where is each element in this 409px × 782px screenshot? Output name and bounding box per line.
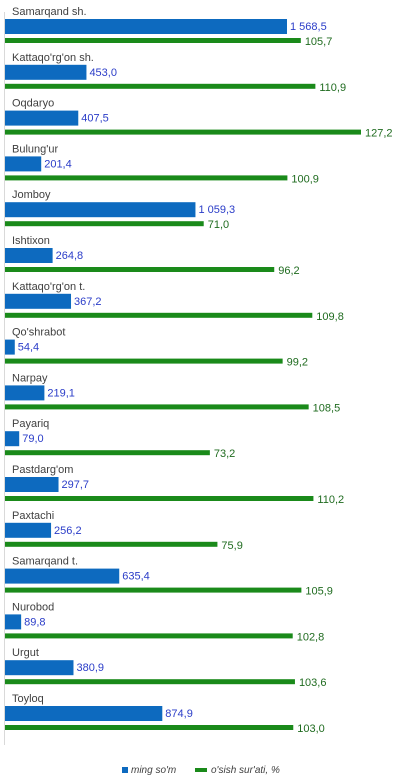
data-label-osish-surati: 105,9 — [305, 586, 333, 598]
bar-ming-som — [5, 339, 15, 355]
data-label-osish-surati: 102,8 — [297, 631, 325, 643]
category-label: Qo'shrabot — [12, 327, 65, 339]
bar-ming-som — [5, 614, 22, 630]
data-label-osish-surati: 103,6 — [299, 677, 327, 689]
legend-swatch-series-1 — [122, 767, 128, 773]
bar-osish-surati — [5, 358, 283, 364]
data-label-ming-som: 89,8 — [24, 616, 45, 628]
data-label-ming-som: 367,2 — [74, 296, 102, 308]
bar-ming-som — [5, 660, 74, 676]
data-label-ming-som: 79,0 — [22, 433, 43, 445]
bar-osish-surati — [5, 541, 218, 547]
bar-osish-surati — [5, 175, 288, 181]
data-label-osish-surati: 99,2 — [287, 357, 308, 369]
bar-ming-som — [5, 293, 72, 309]
data-label-osish-surati: 127,2 — [365, 128, 393, 140]
data-label-ming-som: 256,2 — [54, 525, 82, 537]
bar-ming-som — [5, 19, 287, 34]
bar-osish-surati — [5, 496, 314, 501]
data-label-ming-som: 380,9 — [76, 662, 104, 674]
bars-layer: Samarqand sh. 1 568,5 105,7 Kattaqo'rg'on s… — [5, 6, 393, 735]
category-label: Kattaqo'rg'on sh. — [12, 52, 94, 64]
bar-osish-surati — [5, 679, 295, 685]
data-label-osish-surati: 103,0 — [297, 723, 325, 735]
data-label-ming-som: 407,5 — [81, 113, 109, 125]
data-label-osish-surati: 75,9 — [221, 540, 242, 552]
category-label: Urgut — [12, 647, 39, 659]
bar-osish-surati — [5, 725, 294, 730]
bar-osish-surati — [5, 83, 316, 89]
data-label-ming-som: 219,1 — [47, 387, 75, 399]
bar-ming-som — [5, 156, 42, 172]
bar-ming-som — [5, 522, 52, 538]
data-label-osish-surati: 73,2 — [214, 448, 235, 460]
data-label-ming-som: 453,0 — [89, 67, 117, 79]
data-label-ming-som: 264,8 — [56, 250, 84, 262]
bar-osish-surati — [5, 312, 313, 318]
category-label: Payariq — [12, 418, 49, 430]
legend-label-series-2: o'sish sur'ati, % — [211, 765, 280, 776]
category-label: Oqdaryo — [12, 98, 54, 110]
data-label-osish-surati: 109,8 — [316, 311, 344, 323]
category-label: Toyloq — [12, 693, 44, 705]
data-label-osish-surati: 96,2 — [278, 265, 299, 277]
bar-ming-som — [5, 431, 20, 447]
category-label: Kattaqo'rg'on t. — [12, 281, 85, 293]
bar-osish-surati — [5, 38, 301, 43]
bar-osish-surati — [5, 267, 275, 272]
bar-osish-surati — [5, 587, 302, 593]
bar-osish-surati — [5, 221, 204, 227]
data-label-ming-som: 635,4 — [122, 571, 150, 583]
bar-ming-som — [5, 64, 87, 80]
category-label: Ishtixon — [12, 235, 50, 247]
category-label: Samarqand sh. — [12, 6, 87, 18]
data-label-ming-som: 1 059,3 — [198, 204, 235, 216]
bar-ming-som — [5, 477, 59, 492]
bar-osish-surati — [5, 450, 210, 456]
data-label-ming-som: 1 568,5 — [290, 21, 327, 33]
category-label: Narpay — [12, 372, 48, 384]
data-label-ming-som: 874,9 — [165, 708, 193, 720]
bar-osish-surati — [5, 404, 309, 410]
bar-osish-surati — [5, 633, 293, 639]
data-label-osish-surati: 105,7 — [305, 36, 333, 48]
legend: ming so'm o'sish sur'ati, % — [122, 765, 280, 776]
data-label-ming-som: 201,4 — [44, 158, 72, 170]
category-label: Paxtachi — [12, 510, 54, 522]
legend-swatch-series-2 — [195, 768, 207, 772]
bar-ming-som — [5, 110, 79, 126]
legend-label-series-1: ming so'm — [131, 765, 176, 776]
bar-ming-som — [5, 202, 196, 218]
category-label: Bulung'ur — [12, 143, 58, 155]
bar-osish-surati — [5, 129, 361, 135]
bar-ming-som — [5, 248, 53, 263]
data-label-osish-surati: 100,9 — [291, 173, 319, 185]
bar-ming-som — [5, 385, 45, 401]
data-label-ming-som: 297,7 — [62, 479, 90, 491]
category-label: Nurobod — [12, 601, 54, 613]
bar-ming-som — [5, 568, 120, 584]
bar-ming-som — [5, 706, 163, 721]
category-label: Pastdarg'om — [12, 464, 73, 476]
data-label-osish-surati: 110,9 — [319, 82, 346, 94]
category-label: Samarqand t. — [12, 556, 78, 568]
data-label-osish-surati: 71,0 — [208, 219, 229, 231]
data-label-osish-surati: 108,5 — [313, 402, 341, 414]
data-label-ming-som: 54,4 — [18, 342, 39, 354]
category-label: Jomboy — [12, 189, 51, 201]
data-label-osish-surati: 110,2 — [317, 494, 344, 506]
